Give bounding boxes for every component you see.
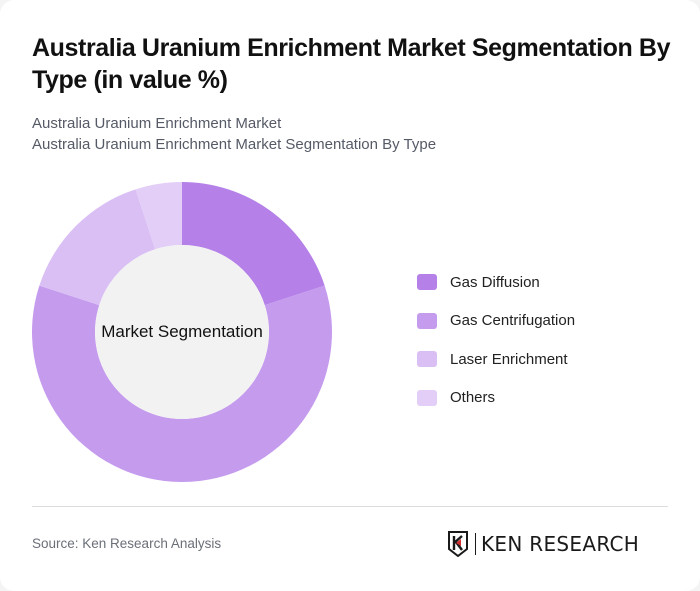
donut-chart: Market Segmentation <box>32 182 332 482</box>
legend-swatch-icon <box>417 274 437 291</box>
legend-item-others[interactable]: Others <box>417 379 575 418</box>
legend-item-laser-enrichment[interactable]: Laser Enrichment <box>417 340 575 379</box>
legend-label: Gas Diffusion <box>450 273 540 291</box>
legend-label: Laser Enrichment <box>450 350 568 368</box>
legend-label: Others <box>450 389 496 407</box>
chart-subtitle: Australia Uranium Enrichment Market Aust… <box>32 113 672 155</box>
ken-research-logo: KEN RESEARCH <box>447 530 639 558</box>
footer-divider <box>32 506 668 507</box>
logo-separator <box>475 533 476 555</box>
donut-slice-gas-centrifugation[interactable] <box>32 285 332 482</box>
logo-text: KEN RESEARCH <box>481 532 640 556</box>
subtitle-segmentation: Australia Uranium Enrichment Market Segm… <box>32 136 437 153</box>
legend-item-gas-diffusion[interactable]: Gas Diffusion <box>417 263 575 302</box>
donut-svg <box>32 182 332 482</box>
donut-slice-others[interactable] <box>135 182 182 250</box>
donut-hole <box>95 245 269 419</box>
legend-label: Gas Centrifugation <box>450 312 576 330</box>
chart-legend: Gas Diffusion Gas Centrifugation Laser E… <box>417 263 575 417</box>
source-note: Source: Ken Research Analysis <box>32 536 222 551</box>
legend-swatch-icon <box>417 351 437 368</box>
legend-item-gas-centrifugation[interactable]: Gas Centrifugation <box>417 302 575 341</box>
chart-title: Australia Uranium Enrichment Market Segm… <box>32 34 671 94</box>
donut-slice-laser-enrichment[interactable] <box>39 189 156 306</box>
ken-research-shield-icon <box>448 531 468 557</box>
subtitle-market: Australia Uranium Enrichment Market <box>32 115 282 132</box>
legend-swatch-icon <box>417 389 437 406</box>
donut-slice-gas-diffusion[interactable] <box>182 182 325 306</box>
legend-swatch-icon <box>417 312 437 329</box>
